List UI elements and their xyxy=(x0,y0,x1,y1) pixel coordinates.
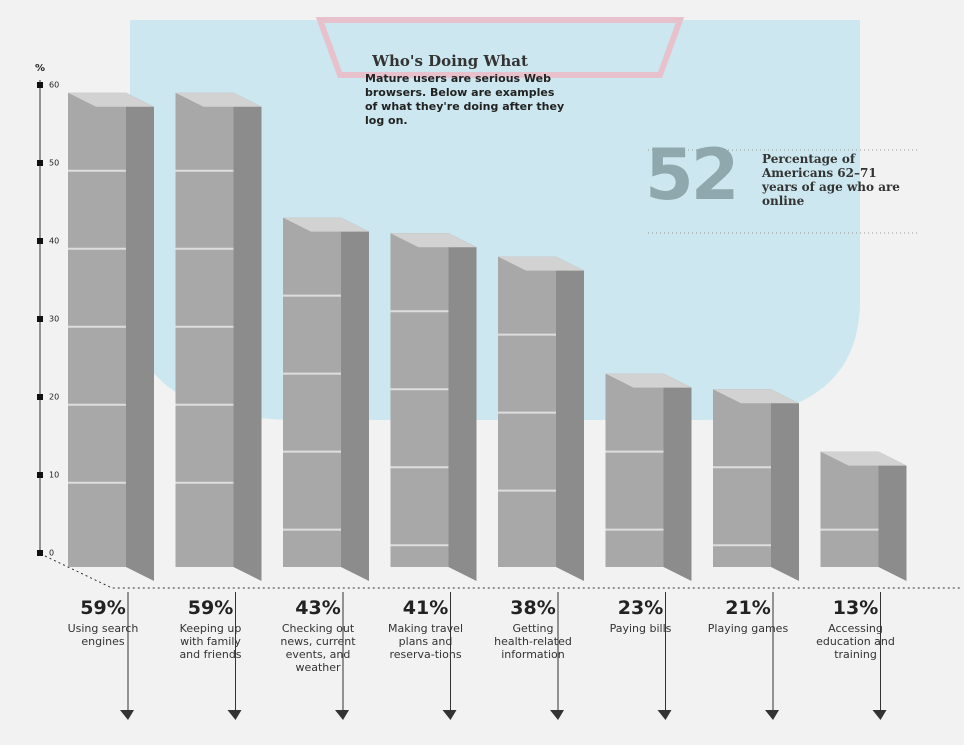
subtitle: Mature users are serious Web browsers. B… xyxy=(365,72,565,128)
bar xyxy=(713,389,771,567)
value-label: 23% xyxy=(591,597,691,619)
page: % 0 10 20 30 40 50 60 Who's Doing What Mature … xyxy=(0,0,964,745)
bar xyxy=(68,93,126,567)
category-label: Keeping up with family and friends xyxy=(170,622,252,661)
y-tick xyxy=(37,82,43,88)
category-label: Getting health-related information xyxy=(492,622,574,661)
y-tick-label: 20 xyxy=(49,393,59,402)
y-axis-label: % xyxy=(35,63,45,74)
bar-side xyxy=(556,257,584,581)
bar-side xyxy=(234,93,262,581)
title: Who's Doing What xyxy=(350,52,550,70)
bar xyxy=(176,93,234,567)
leader-arrow xyxy=(443,710,457,720)
leader-arrow xyxy=(765,710,779,720)
bar-side xyxy=(879,452,907,581)
bar-side xyxy=(664,374,692,581)
category-label: Checking out news, current events, and w… xyxy=(277,622,359,674)
value-label: 38% xyxy=(483,597,583,619)
bar-side xyxy=(126,93,154,581)
bar xyxy=(283,218,341,567)
leader-arrow xyxy=(550,710,564,720)
category-label: Playing games xyxy=(707,622,789,635)
category-label: Using search engines xyxy=(62,622,144,648)
y-tick xyxy=(37,316,43,322)
bar-side xyxy=(449,233,477,581)
value-label: 41% xyxy=(376,597,476,619)
bar xyxy=(606,374,664,567)
y-tick-label: 10 xyxy=(49,471,59,480)
value-label: 13% xyxy=(806,597,906,619)
value-label: 43% xyxy=(268,597,368,619)
y-tick xyxy=(37,472,43,478)
leader-arrow xyxy=(658,710,672,720)
y-tick-label: 50 xyxy=(49,159,59,168)
callout-number: 52 xyxy=(645,140,736,210)
value-label: 21% xyxy=(698,597,798,619)
y-tick xyxy=(37,550,43,556)
y-tick xyxy=(37,238,43,244)
leader-arrow xyxy=(228,710,242,720)
category-label: Paying bills xyxy=(600,622,682,635)
y-tick-label: 30 xyxy=(49,315,59,324)
leader-arrow xyxy=(335,710,349,720)
y-tick-label: 0 xyxy=(49,549,54,558)
value-label: 59% xyxy=(53,597,153,619)
bar-side xyxy=(771,389,799,581)
y-tick xyxy=(37,160,43,166)
leader-arrow xyxy=(120,710,134,720)
bar-side xyxy=(341,218,369,581)
value-label: 59% xyxy=(161,597,261,619)
leader-arrow xyxy=(873,710,887,720)
y-tick xyxy=(37,394,43,400)
category-label: Accessing education and training xyxy=(815,622,897,661)
category-label: Making travel plans and reserva-tions xyxy=(385,622,467,661)
bar xyxy=(391,233,449,567)
y-tick-label: 60 xyxy=(49,81,59,90)
y-tick-label: 40 xyxy=(49,237,59,246)
callout-text: Percentage of Americans 62–71 years of a… xyxy=(762,152,912,208)
bar xyxy=(821,452,879,567)
